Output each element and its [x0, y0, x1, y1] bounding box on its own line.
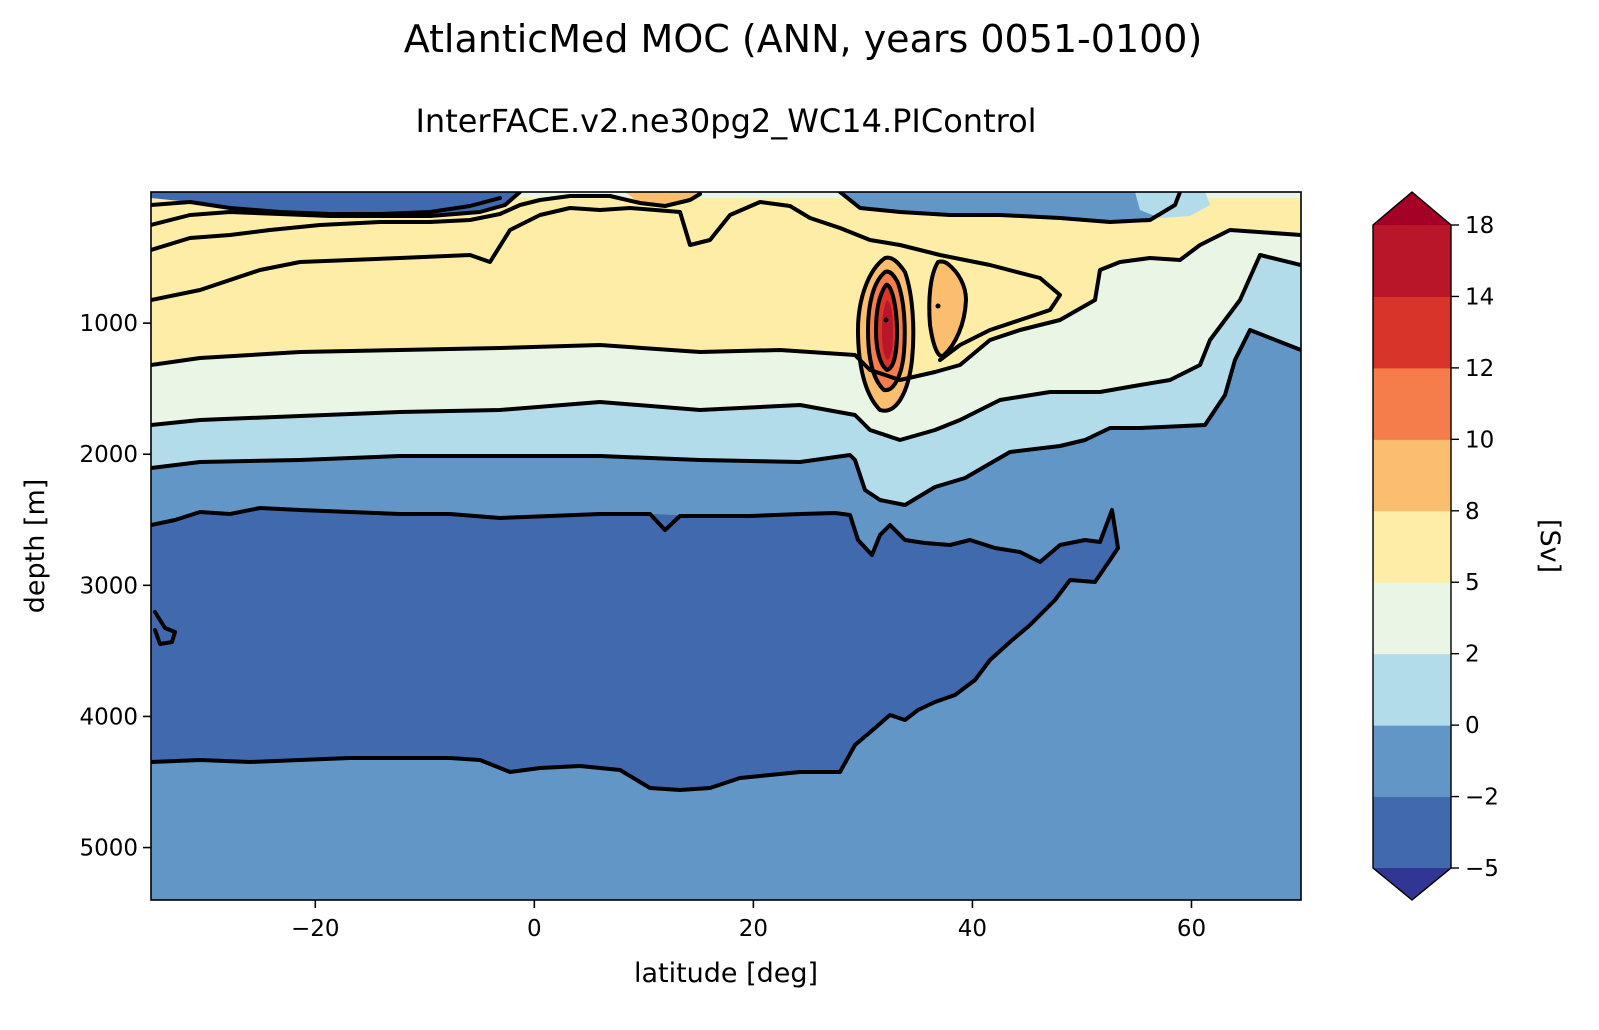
colorbar-tick-label: 18: [1465, 213, 1494, 239]
colorbar-tick-label: 10: [1465, 427, 1494, 453]
colorbar-band: [1373, 510, 1451, 583]
y-tick-label: 5000: [79, 836, 138, 862]
colorbar-band: [1373, 296, 1451, 369]
secondary-max-8-10: [929, 261, 966, 356]
colorbar-tick-label: 0: [1465, 713, 1480, 739]
band-5-8: [151, 198, 1301, 380]
colorbar-tick-label: 8: [1465, 499, 1480, 525]
upper-left-negative-core: [151, 192, 520, 216]
contour-line: [151, 196, 502, 216]
upper-right-negative-patch: [840, 192, 1180, 222]
x-tick-label: 20: [739, 916, 768, 942]
contour-line: [151, 200, 1062, 362]
contour-line: [151, 228, 1301, 382]
core-marker: [883, 317, 889, 323]
colorbar-tick-label: 12: [1465, 356, 1494, 382]
chart-title: AtlanticMed MOC (ANN, years 0051-0100): [404, 17, 1203, 61]
colorbar-tick-label: 14: [1465, 284, 1494, 310]
y-tick-label: 2000: [79, 442, 138, 468]
colorbar: −5 −2 0 2 5 8 10 12 14 18: [1372, 191, 1499, 901]
colorbar-label: [Sv]: [1534, 519, 1565, 573]
contour-line: [866, 269, 907, 393]
y-tick-label: 4000: [79, 704, 138, 730]
y-tick-label: 3000: [79, 573, 138, 599]
x-tick-label: 0: [527, 916, 542, 942]
deep-negative-cell: [151, 508, 1118, 790]
contour-line: [151, 506, 1120, 792]
contour-line: [151, 328, 1301, 507]
colorbar-extend-max: [1373, 192, 1451, 225]
colorbar-tick-label: 2: [1465, 642, 1480, 668]
colorbar-band: [1373, 796, 1451, 869]
colorbar-band: [1373, 225, 1451, 297]
colorbar-band: [1373, 367, 1451, 440]
contour-line: [874, 282, 899, 372]
x-tick-label: 60: [1177, 916, 1206, 942]
plot-area: [151, 192, 1301, 900]
x-axis: −20 0 20 40 60: [291, 900, 1206, 942]
y-tick-label: 1000: [79, 311, 138, 337]
contour-line: [151, 192, 702, 252]
colorbar-extend-min: [1373, 868, 1451, 900]
chart-subtitle: InterFACE.v2.ne30pg2_WC14.PIControl: [415, 102, 1036, 140]
y-axis-label: depth [m]: [20, 479, 51, 614]
contour-line: [153, 610, 177, 646]
contour-lines: [151, 192, 1301, 792]
colorbar-band: [1373, 653, 1451, 726]
x-tick-label: 40: [958, 916, 987, 942]
colorbar-band: [1373, 439, 1451, 512]
colorbar-tick-label: −5: [1465, 856, 1499, 882]
contour-line: [856, 255, 916, 413]
y-axis: 1000 2000 3000 4000 5000: [79, 311, 151, 862]
plot-frame: [150, 191, 1302, 901]
colorbar-band: [1373, 582, 1451, 655]
secondary-core-marker: [935, 303, 941, 309]
x-tick-label: −20: [291, 916, 340, 942]
x-axis-label: latitude [deg]: [634, 958, 818, 989]
band-14-18: [882, 300, 893, 360]
contour-line: [838, 192, 1182, 224]
contour-line: [927, 259, 968, 358]
contour-line: [151, 253, 1301, 442]
colorbar-tick-label: −2: [1465, 785, 1499, 811]
colorbar-tick-label: 5: [1465, 570, 1480, 596]
colorbar-band: [1373, 725, 1451, 798]
